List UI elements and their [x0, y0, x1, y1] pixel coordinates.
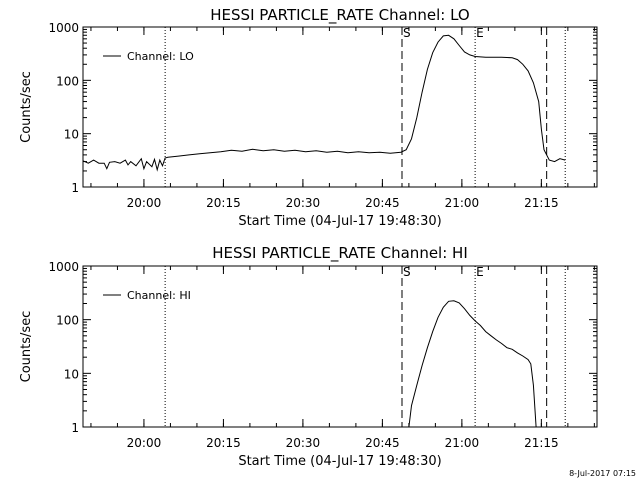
x-tick-label: 20:00: [127, 196, 162, 210]
chart-title: HESSI PARTICLE_RATE Channel: LO: [210, 6, 469, 25]
x-tick-label: 21:00: [445, 436, 480, 450]
chart-panel-lo: HESSI PARTICLE_RATE Channel: LO Counts/se…: [19, 6, 598, 229]
x-tick-label: 20:45: [365, 436, 400, 450]
x-tick-label: 20:15: [206, 196, 241, 210]
y-tick-label: 100: [56, 74, 79, 88]
x-tick-label: 20:15: [206, 436, 241, 450]
y-tick-label: 1000: [48, 21, 79, 35]
y-tick-label: 1: [71, 181, 79, 195]
footer-timestamp: 8-Jul-2017 07:15: [569, 469, 636, 478]
y-tick-label: 100: [56, 314, 79, 328]
marker-label: E: [476, 265, 484, 279]
marker-label: S: [403, 26, 411, 40]
plot-frame: [82, 265, 598, 428]
y-tick-label: 1: [71, 421, 79, 435]
x-tick-label: 20:00: [127, 436, 162, 450]
legend-label: Channel: LO: [127, 50, 194, 63]
plot-frame: [82, 26, 598, 188]
marker-label: S: [403, 265, 411, 279]
series-line: [408, 300, 537, 428]
y-tick-label: 1000: [48, 260, 79, 274]
chart-title: HESSI PARTICLE_RATE Channel: HI: [212, 244, 468, 263]
y-tick-label: 10: [64, 367, 79, 381]
y-axis-label: Counts/sec: [19, 71, 34, 143]
series-line: [82, 34, 566, 172]
x-axis-label: Start Time (04-Jul-17 19:48:30): [238, 214, 441, 229]
x-tick-label: 20:45: [365, 196, 400, 210]
legend-label: Channel: HI: [127, 289, 191, 302]
x-tick-label: 20:30: [286, 196, 321, 210]
x-tick-label: 20:30: [286, 436, 321, 450]
y-axis-label: Counts/sec: [19, 311, 34, 383]
y-tick-label: 10: [64, 128, 79, 142]
x-tick-label: 21:15: [524, 436, 559, 450]
x-tick-label: 21:00: [445, 196, 480, 210]
x-tick-label: 21:15: [524, 196, 559, 210]
marker-label: E: [476, 26, 484, 40]
chart-panel-hi: HESSI PARTICLE_RATE Channel: HI Counts/se…: [19, 244, 598, 469]
x-axis-label: Start Time (04-Jul-17 19:48:30): [238, 454, 441, 469]
